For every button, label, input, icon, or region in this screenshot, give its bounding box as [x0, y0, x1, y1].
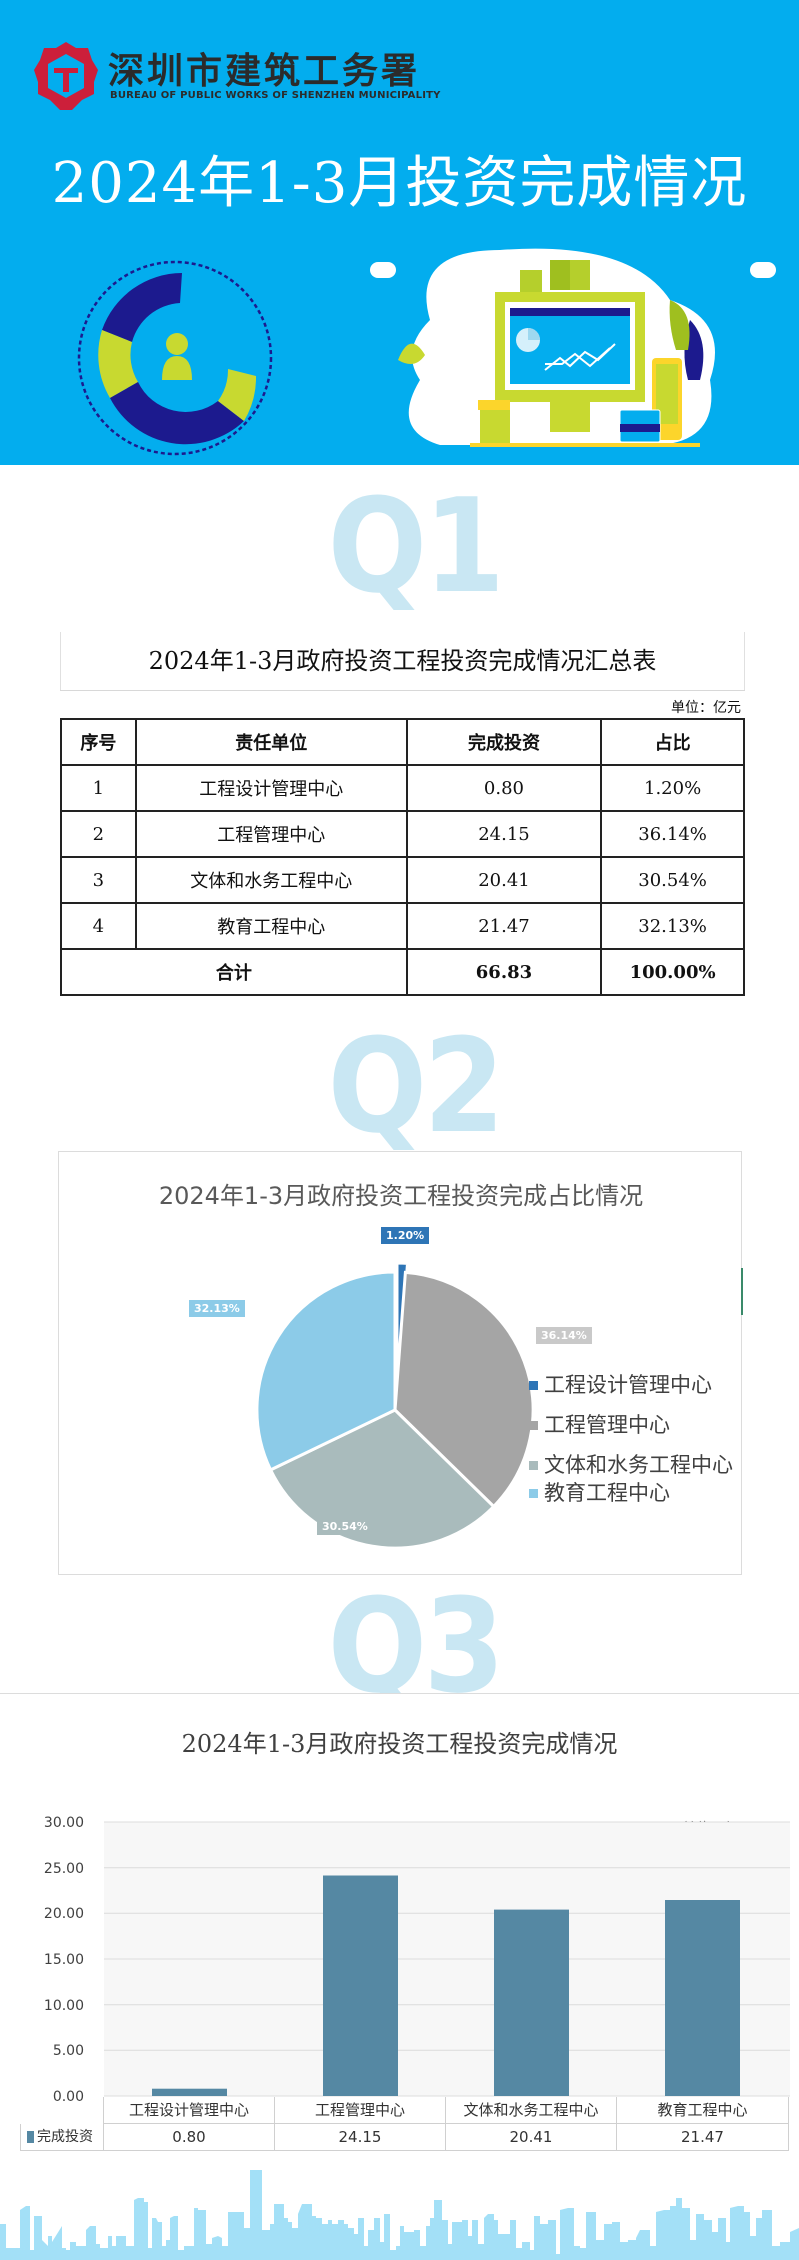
cell-total-label: 合计: [60, 948, 408, 996]
value-cell: 24.15: [275, 2124, 446, 2151]
city-skyline-icon: [0, 2170, 799, 2260]
section-mark-q1: Q1: [327, 470, 505, 622]
summary-table-card: 2024年1-3月政府投资工程投资完成情况汇总表 单位：亿元 序号 责任单位 完…: [60, 632, 745, 996]
shenzhen-public-works-logo-icon: [34, 42, 98, 110]
header-share: 占比: [600, 718, 745, 766]
bar-data-table: 工程设计管理中心 工程管理中心 文体和水务工程中心 教育工程中心 完成投资 0.…: [20, 2097, 789, 2151]
y-tick: 20.00: [44, 1906, 84, 1922]
summary-table: 序号 责任单位 完成投资 占比 1 工程设计管理中心 0.80 1.20% 2 …: [60, 718, 745, 996]
cell-unit: 文体和水务工程中心: [134, 856, 408, 904]
header-investment: 完成投资: [405, 718, 603, 766]
y-tick: 15.00: [44, 1952, 84, 1968]
empty-corner-cell: [20, 2097, 104, 2124]
value-row: 完成投资 0.80 24.15 20.41 21.47: [20, 2124, 789, 2151]
legend-label: 工程设计管理中心: [544, 1373, 712, 1397]
cell-share: 32.13%: [600, 902, 745, 950]
legend-swatch-icon: [529, 1489, 538, 1498]
pie-chart: [255, 1261, 535, 1550]
y-tick: 30.00: [44, 1815, 84, 1831]
y-tick: 5.00: [53, 2043, 84, 2059]
pie-slice-education: [255, 1270, 397, 1472]
category-label: 工程设计管理中心: [104, 2097, 275, 2124]
bar-engineering-mgmt: [323, 1875, 398, 2096]
cell-no: 2: [60, 810, 137, 858]
legend-swatch-icon: [529, 1381, 538, 1390]
legend-label: 工程管理中心: [544, 1413, 670, 1437]
cell-no: 1: [60, 764, 137, 812]
section-mark-q2: Q2: [327, 1010, 505, 1162]
cell-unit: 工程管理中心: [134, 810, 408, 858]
cell-total-investment: 66.83: [405, 948, 603, 996]
bar-chart-title: 2024年1-3月政府投资工程投资完成情况: [181, 1730, 618, 1758]
category-label: 工程管理中心: [275, 2097, 446, 2124]
cell-total-share: 100.00%: [600, 948, 745, 996]
header-no: 序号: [60, 718, 137, 766]
cell-investment: 21.47: [405, 902, 603, 950]
cell-no: 3: [60, 856, 137, 904]
value-cell: 20.41: [446, 2124, 617, 2151]
series-swatch-icon: [27, 2131, 34, 2143]
header-banner: 深圳市建筑工务署 BUREAU OF PUBLIC WORKS OF SHENZ…: [0, 0, 799, 465]
bar-design-center: [152, 2088, 227, 2096]
legend-item: 工程管理中心: [529, 1412, 749, 1438]
cell-no: 4: [60, 902, 137, 950]
category-label: 教育工程中心: [617, 2097, 789, 2124]
cell-unit: 工程设计管理中心: [134, 764, 408, 812]
table-total-row: 合计 66.83 100.00%: [60, 948, 745, 996]
bar-chart-card: 2024年1-3月政府投资工程投资完成情况 单位：亿元 30.00 25.00 …: [0, 1693, 799, 2151]
cell-share: 30.54%: [600, 856, 745, 904]
summary-table-title: 2024年1-3月政府投资工程投资完成情况汇总表: [60, 632, 745, 690]
pie-label-culture-water: 30.54%: [317, 1518, 373, 1535]
legend-label: 教育工程中心: [544, 1481, 670, 1505]
pie-label-engineering-mgmt: 36.14%: [536, 1327, 592, 1344]
legend-item: 教育工程中心: [529, 1480, 749, 1506]
table-header-row: 序号 责任单位 完成投资 占比: [60, 718, 745, 766]
bar-chart: 30.00 25.00 20.00 15.00 10.00 5.00 0.00: [44, 1815, 790, 2105]
cell-investment: 20.41: [405, 856, 603, 904]
pie-label-design-center: 1.20%: [381, 1227, 430, 1244]
cell-investment: 24.15: [405, 810, 603, 858]
y-tick: 10.00: [44, 1998, 84, 2014]
y-tick: 0.00: [53, 2089, 84, 2105]
table-row: 2 工程管理中心 24.15 36.14%: [60, 810, 745, 858]
donut-illustration-icon: [77, 260, 273, 456]
pie-legend: 工程设计管理中心 工程管理中心 文体和水务工程中心 教育工程中心: [529, 1372, 749, 1520]
bar-education: [665, 1900, 740, 2096]
pie-label-education: 32.13%: [189, 1300, 245, 1317]
table-row: 1 工程设计管理中心 0.80 1.20%: [60, 764, 745, 812]
summary-table-unit: 单位：亿元: [60, 690, 745, 718]
category-label: 文体和水务工程中心: [446, 2097, 617, 2124]
page-title: 2024年1-3月投资完成情况: [51, 151, 748, 216]
legend-swatch-icon: [529, 1461, 538, 1470]
legend-label: 文体和水务工程中心: [544, 1453, 733, 1477]
cell-share: 36.14%: [600, 810, 745, 858]
pie-chart-card: 2024年1-3月政府投资工程投资完成占比情况 1.20% 36.14% 30.…: [58, 1151, 742, 1575]
cell-unit: 教育工程中心: [134, 902, 408, 950]
header-unit: 责任单位: [134, 718, 408, 766]
legend-item: 工程设计管理中心: [529, 1372, 749, 1398]
table-row: 4 教育工程中心 21.47 32.13%: [60, 902, 745, 950]
value-cell: 0.80: [104, 2124, 275, 2151]
value-cell: 21.47: [617, 2124, 789, 2151]
cell-investment: 0.80: [405, 764, 603, 812]
pie-slice-engineering-mgmt: [393, 1270, 535, 1509]
cell-share: 1.20%: [600, 764, 745, 812]
org-name-cn: 深圳市建筑工务署: [108, 51, 421, 92]
selection-handle: [741, 1268, 743, 1315]
org-name-en: BUREAU OF PUBLIC WORKS OF SHENZHEN MUNIC…: [110, 90, 441, 101]
legend-swatch-icon: [529, 1421, 538, 1430]
table-row: 3 文体和水务工程中心 20.41 30.54%: [60, 856, 745, 904]
computer-dashboard-illustration-icon: [370, 248, 776, 447]
series-label: 完成投资: [37, 2128, 93, 2145]
bar-culture-water: [494, 1909, 569, 2096]
legend-item: 文体和水务工程中心: [529, 1452, 749, 1478]
pie-chart-title: 2024年1-3月政府投资工程投资完成占比情况: [158, 1182, 644, 1210]
y-tick: 25.00: [44, 1861, 84, 1877]
series-legend: 完成投资: [20, 2124, 104, 2151]
category-row: 工程设计管理中心 工程管理中心 文体和水务工程中心 教育工程中心: [20, 2097, 789, 2124]
